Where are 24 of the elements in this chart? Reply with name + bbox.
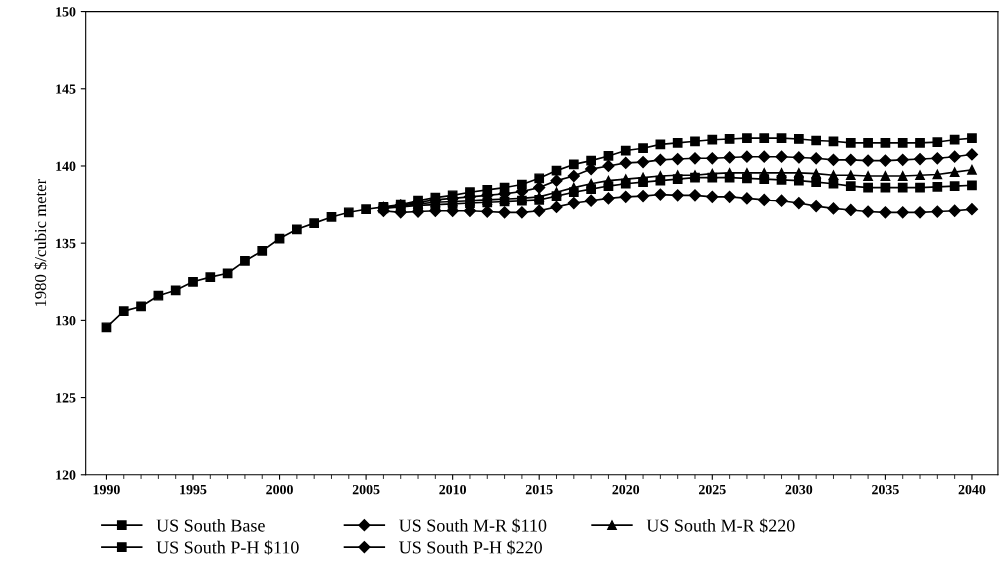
y-tick-label: 150 [56, 7, 76, 17]
x-tick-label: 2035 [872, 484, 899, 495]
legend-label: US South P-H $110 [156, 540, 299, 555]
y-tick-label: 135 [56, 238, 76, 249]
y-tick-label: 120 [56, 470, 76, 480]
x-tick-label: 2030 [785, 484, 813, 495]
x-tick-label: 2010 [439, 484, 467, 495]
y-axis-title: 1980 $/cubic meter [33, 179, 48, 307]
x-tick-label: 2020 [612, 484, 640, 495]
y-tick-label: 145 [56, 84, 76, 94]
x-tick-label: 2000 [266, 484, 293, 495]
x-tick-label: 1990 [93, 484, 120, 495]
legend-label: US South P-H $220 [399, 540, 542, 555]
legend-label: US South M-R $220 [646, 518, 795, 533]
y-tick-label: 130 [56, 315, 76, 326]
y-tick-label: 125 [56, 393, 76, 403]
x-tick-label: 2015 [525, 484, 553, 495]
y-tick-label: 140 [56, 161, 76, 171]
x-tick-label: 2025 [699, 484, 726, 495]
legend-label: US South M-R $110 [399, 518, 547, 533]
x-tick-label: 1995 [180, 484, 207, 495]
x-tick-label: 2040 [958, 484, 986, 495]
legend-label: US South Base [156, 518, 265, 532]
x-tick-label: 2005 [352, 484, 380, 495]
